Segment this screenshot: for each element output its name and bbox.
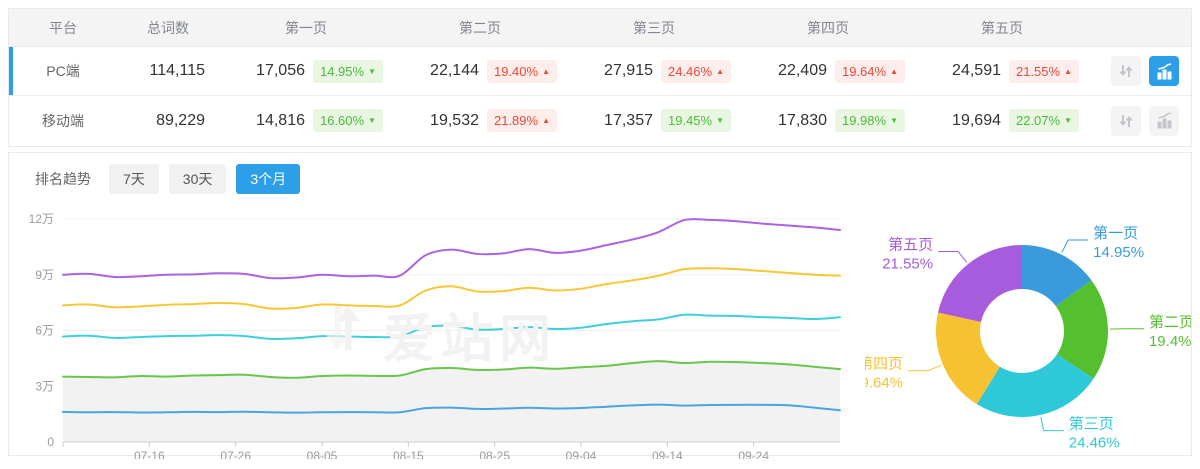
page4-cell: 22,409 19.64% ▲ [741,59,915,83]
page1-value: 17,056 [256,62,305,79]
trend-chart-button[interactable] [1149,105,1179,136]
tab-30-days[interactable]: 30天 [168,164,227,194]
row-actions [1089,56,1191,86]
col-header-total: 总词数 [147,19,189,36]
page1-cell: 14,816 16.60% ▼ [219,109,393,132]
trend-title: 排名趋势 [35,171,91,187]
page2-cell: 22,144 19.40% ▲ [393,59,567,83]
page5-value: 19,694 [952,111,1001,129]
col-header-page4: 第四页 [807,19,849,36]
trend-chart-icon [1156,62,1173,80]
page4-change-badge: 19.64% ▲ [834,59,905,83]
page5-change-badge: 21.55% ▲ [1008,59,1079,83]
sort-arrows-button[interactable] [1111,56,1141,86]
page3-value: 17,357 [604,111,653,129]
sort-arrows-icon [1118,113,1134,129]
line-series-第四页(累计)[interactable] [62,267,841,310]
svg-text:0: 0 [47,435,54,449]
page1-cell: 17,056 14.95% ▼ [219,59,393,83]
donut-label-第三页: 第三页 24.46% [1069,415,1120,452]
line-series-第三页(累计)[interactable] [62,313,841,340]
table-header-row: 平台 总词数 第一页 第二页 第三页 第四页 第五页 [9,9,1191,47]
col-header-platform: 平台 [49,19,77,36]
page3-value: 27,915 [604,62,653,79]
sort-arrows-button[interactable] [1111,105,1141,136]
donut-slice-第四页[interactable] [936,312,1000,405]
page1-change-badge: 14.95% ▼ [312,59,383,83]
total-words-value: 89,229 [156,111,205,129]
platform-label: PC端 [46,63,80,79]
page2-change-badge: 19.40% ▲ [486,59,557,83]
table-row-mobile[interactable]: 移动端 89,229 14,816 16.60% ▼ 19,532 21.89% ▲… [9,96,1191,145]
page3-change-badge: 19.45% ▼ [660,109,731,132]
donut-slice-第五页[interactable] [938,245,1022,322]
table-row-pc[interactable]: PC端 114,115 17,056 14.95% ▼ 22,144 19.40%… [9,47,1191,96]
trend-chart-button[interactable] [1149,56,1179,86]
page3-change-badge: 24.46% ▲ [660,59,731,83]
page2-value: 19,532 [430,111,479,129]
line-chart[interactable]: 0 3万 6万 9万 12万 07-16 07-26 08-05 08-15 08-25 09-04… [15,199,865,464]
page2-cell: 19,532 21.89% ▲ [393,109,567,132]
page1-change-badge: 16.60% ▼ [312,109,383,132]
platform-label: 移动端 [42,112,84,129]
svg-text:3万: 3万 [35,379,54,393]
page2-change-badge: 21.89% ▲ [486,109,557,132]
svg-text:07-16: 07-16 [134,449,165,459]
page5-value: 24,591 [952,62,1001,79]
svg-text:09-24: 09-24 [738,449,769,459]
col-header-page5: 第五页 [981,19,1023,36]
page5-change-badge: 22.07% ▼ [1008,109,1079,132]
trend-header: 排名趋势 7天 30天 3个月 [9,153,1191,199]
page5-cell: 24,591 21.55% ▲ [915,59,1089,83]
rank-table: 平台 总词数 第一页 第二页 第三页 第四页 第五页 PC端 114,115 1… [8,8,1192,147]
page5-cell: 19,694 22.07% ▼ [915,109,1089,132]
row-actions [1089,105,1191,136]
svg-text:08-05: 08-05 [307,449,338,459]
page1-value: 14,816 [256,111,305,129]
page3-cell: 17,357 19.45% ▼ [567,109,741,132]
col-header-page1: 第一页 [285,19,327,36]
donut-slice-第三页[interactable] [976,354,1094,417]
page3-cell: 27,915 24.46% ▲ [567,59,741,83]
tab-7-days[interactable]: 7天 [109,164,159,194]
line-series-第二页(累计)[interactable] [62,360,841,379]
svg-text:08-15: 08-15 [393,449,424,459]
donut-label-第四页: 第四页19.64% [865,355,903,392]
donut-slice-第二页[interactable] [1055,280,1108,379]
svg-text:6万: 6万 [35,324,54,338]
page4-change-badge: 19.98% ▼ [834,109,905,132]
trend-chart-icon [1156,112,1173,129]
donut-label-第一页: 第一页 14.95% [1093,224,1144,261]
line-series-第一页[interactable] [62,403,841,414]
svg-text:12万: 12万 [29,212,54,226]
svg-text:09-14: 09-14 [652,449,683,459]
charts-area: 0 3万 6万 9万 12万 07-16 07-26 08-05 08-15 08-25 09-04… [9,199,1194,464]
donut-slice-第一页[interactable] [1022,245,1092,307]
line-series-第五页(累计总词数)[interactable] [62,217,841,280]
page4-value: 22,409 [778,62,827,79]
svg-text:08-25: 08-25 [479,449,510,459]
svg-text:09-04: 09-04 [566,449,597,459]
col-header-page2: 第二页 [459,19,501,36]
page4-value: 17,830 [778,111,827,129]
sort-arrows-icon [1118,63,1134,79]
donut-label-第五页: 第五页 21.55% [882,235,933,272]
svg-text:9万: 9万 [35,268,54,282]
donut-label-第二页: 第二页 19.4% [1149,313,1191,350]
col-header-page3: 第三页 [633,19,675,36]
trend-section: 排名趋势 7天 30天 3个月 0 3万 6万 9万 12万 07-16 07-26 08-0… [8,152,1194,463]
page4-cell: 17,830 19.98% ▼ [741,109,915,132]
page2-value: 22,144 [430,62,479,79]
svg-text:07-26: 07-26 [220,449,251,459]
total-words-value: 114,115 [149,62,205,79]
tab-3-months[interactable]: 3个月 [236,164,301,194]
